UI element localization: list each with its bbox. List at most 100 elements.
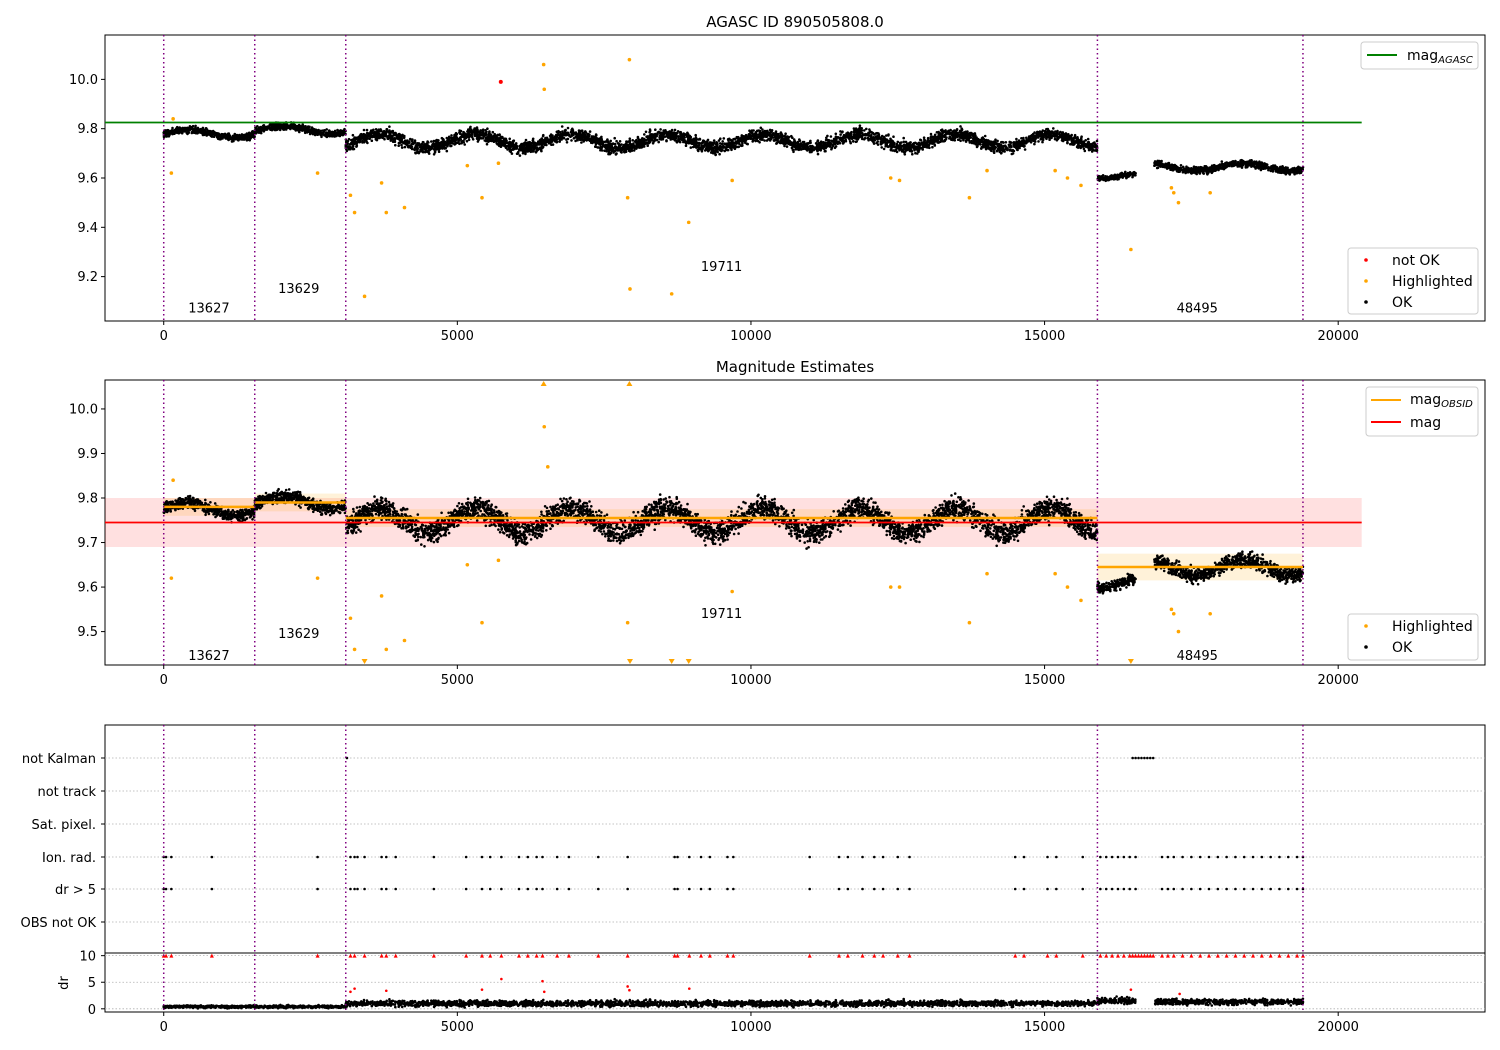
ok-point xyxy=(951,138,955,142)
ok-point xyxy=(475,130,478,134)
ok-point xyxy=(314,128,318,132)
ok-point xyxy=(951,135,955,138)
ok-point xyxy=(693,144,696,147)
ok-point xyxy=(171,126,174,130)
ok-point xyxy=(272,125,276,129)
ok-point xyxy=(631,139,634,142)
ok-point xyxy=(718,152,721,156)
ok-point xyxy=(1037,140,1040,143)
ok-point xyxy=(405,142,409,145)
ok-point xyxy=(524,151,527,155)
ok-point xyxy=(181,126,185,130)
ok-point xyxy=(844,139,848,143)
ok-point xyxy=(735,135,739,139)
ok-point xyxy=(486,139,490,142)
ok-point xyxy=(659,128,662,131)
ok-point xyxy=(388,135,392,139)
ok-point xyxy=(247,134,250,138)
ok-point xyxy=(333,135,336,138)
ok-point xyxy=(652,133,655,137)
ok-point xyxy=(718,144,722,148)
ok-point xyxy=(708,146,711,149)
ok-point xyxy=(556,130,559,134)
ok-point xyxy=(194,126,197,130)
ok-point xyxy=(249,132,252,135)
ok-point xyxy=(385,128,389,131)
ok-point xyxy=(635,142,638,146)
ok-point xyxy=(656,132,659,136)
ok-point xyxy=(218,133,221,137)
ok-point xyxy=(1048,132,1051,136)
ok-point xyxy=(646,144,649,147)
ok-point xyxy=(399,139,403,142)
ok-point xyxy=(496,136,500,140)
ok-point xyxy=(348,145,352,149)
ok-point xyxy=(660,138,663,141)
ok-point xyxy=(902,136,905,140)
ok-point xyxy=(427,148,430,152)
ok-point xyxy=(1022,141,1025,144)
ok-point xyxy=(768,132,771,136)
ok-point xyxy=(366,141,369,145)
ok-point xyxy=(744,141,747,144)
ok-point xyxy=(566,126,570,130)
ok-point xyxy=(429,145,433,149)
ok-point xyxy=(450,134,453,137)
ok-point xyxy=(350,142,353,146)
ok-point xyxy=(512,139,516,142)
ok-point xyxy=(435,146,439,150)
ok-point xyxy=(535,147,539,150)
ok-point xyxy=(1004,141,1008,144)
ok-point xyxy=(903,153,907,156)
ok-point xyxy=(793,140,796,144)
ok-point xyxy=(1077,138,1080,142)
ok-point xyxy=(461,133,464,137)
ok-point xyxy=(998,144,1001,148)
ok-point xyxy=(198,128,202,132)
ok-point xyxy=(855,140,858,143)
ok-point xyxy=(1095,139,1099,143)
ok-point xyxy=(983,134,987,138)
ok-point xyxy=(165,131,169,134)
ok-point xyxy=(531,150,534,153)
ok-point xyxy=(922,136,926,139)
ok-point xyxy=(876,140,879,143)
ok-point xyxy=(785,136,788,140)
ok-point xyxy=(375,137,379,140)
ok-point xyxy=(636,135,640,139)
ok-point xyxy=(1014,143,1018,147)
ok-point xyxy=(569,135,572,138)
ok-point xyxy=(1080,140,1084,143)
ok-point xyxy=(566,137,570,141)
ok-point xyxy=(397,133,400,136)
ok-point xyxy=(698,147,701,150)
ok-point xyxy=(673,128,677,132)
ok-point xyxy=(1008,148,1012,151)
ok-point xyxy=(605,149,608,153)
ok-point xyxy=(899,141,902,145)
ok-point xyxy=(868,130,872,133)
ok-point xyxy=(964,140,968,143)
ok-point xyxy=(685,140,689,144)
ok-point xyxy=(380,129,383,132)
ok-point xyxy=(759,132,762,135)
ok-point xyxy=(1049,135,1052,138)
ok-point xyxy=(713,151,716,155)
ok-point xyxy=(815,145,819,148)
ok-point xyxy=(580,141,583,144)
ok-point xyxy=(509,146,512,150)
ok-point xyxy=(657,130,660,134)
ok-point xyxy=(1077,141,1080,144)
ok-point xyxy=(572,137,576,140)
ok-point xyxy=(834,145,838,148)
ok-point xyxy=(245,136,249,139)
ok-point xyxy=(397,144,401,147)
ok-point xyxy=(718,148,722,152)
ok-point xyxy=(945,132,949,136)
ok-point xyxy=(781,140,785,144)
ok-point xyxy=(821,141,824,144)
ok-point xyxy=(677,138,680,141)
ok-point xyxy=(245,138,249,142)
ok-point xyxy=(889,148,893,151)
ok-point xyxy=(847,133,851,136)
